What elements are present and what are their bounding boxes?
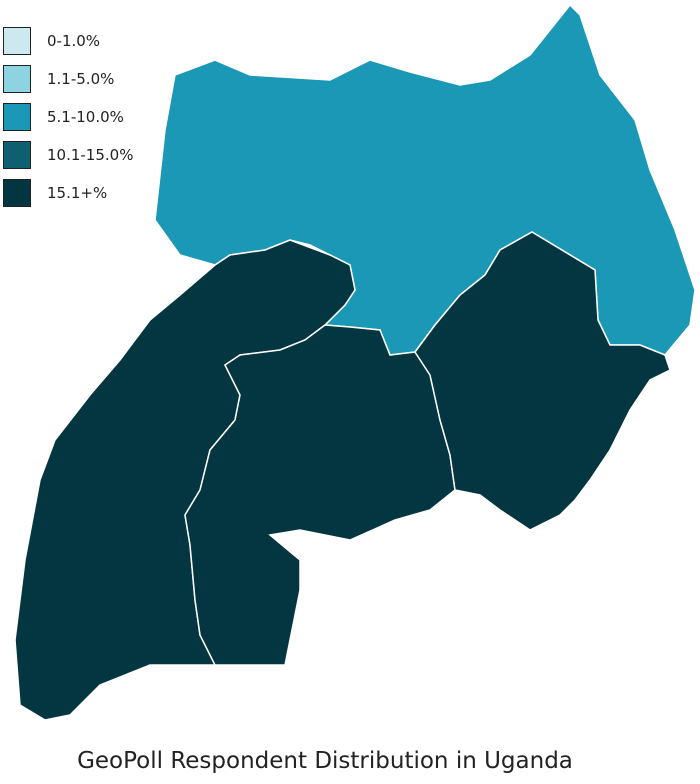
legend-label: 1.1-5.0% bbox=[47, 70, 115, 88]
legend: 0-1.0% 1.1-5.0% 5.1-10.0% 10.1-15.0% 15.… bbox=[3, 22, 133, 212]
legend-label: 5.1-10.0% bbox=[47, 108, 124, 126]
legend-swatch bbox=[3, 179, 31, 207]
legend-item: 1.1-5.0% bbox=[3, 60, 133, 98]
legend-label: 0-1.0% bbox=[47, 32, 101, 50]
legend-swatch bbox=[3, 27, 31, 55]
legend-label: 10.1-15.0% bbox=[47, 146, 134, 164]
legend-item: 5.1-10.0% bbox=[3, 98, 133, 136]
region-eastern[interactable] bbox=[414, 231, 671, 531]
map-title: GeoPoll Respondent Distribution in Ugand… bbox=[77, 748, 573, 774]
legend-swatch bbox=[3, 103, 31, 131]
legend-label: 15.1+% bbox=[47, 184, 108, 202]
legend-swatch bbox=[3, 141, 31, 169]
legend-item: 0-1.0% bbox=[3, 22, 133, 60]
legend-item: 15.1+% bbox=[3, 174, 133, 212]
legend-item: 10.1-15.0% bbox=[3, 136, 133, 174]
legend-swatch bbox=[3, 65, 31, 93]
